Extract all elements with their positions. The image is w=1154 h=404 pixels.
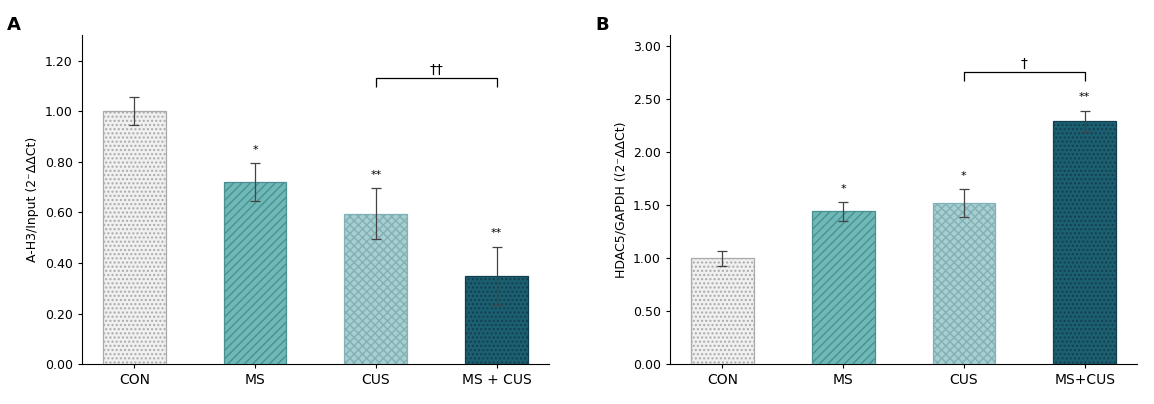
Text: ††: †† [429,63,443,77]
Bar [691,258,754,364]
Text: *: * [840,184,846,194]
Bar [224,182,286,364]
Y-axis label: A-H3/Input (2⁻ΔΔCt): A-H3/Input (2⁻ΔΔCt) [27,137,39,263]
Text: **: ** [490,228,502,238]
Text: A: A [7,16,21,34]
Text: *: * [961,171,967,181]
Bar [932,203,996,364]
Bar [344,214,407,364]
Text: B: B [595,16,608,34]
Text: **: ** [370,170,382,180]
Text: *: * [253,145,257,155]
Text: **: ** [1079,93,1091,103]
Text: †: † [1021,57,1028,71]
Bar [811,211,875,364]
Bar [103,111,166,364]
Y-axis label: HDAC5/GAPDH ((2⁻ΔΔCt): HDAC5/GAPDH ((2⁻ΔΔCt) [614,122,628,278]
Bar [1054,121,1116,364]
Bar [465,276,529,364]
